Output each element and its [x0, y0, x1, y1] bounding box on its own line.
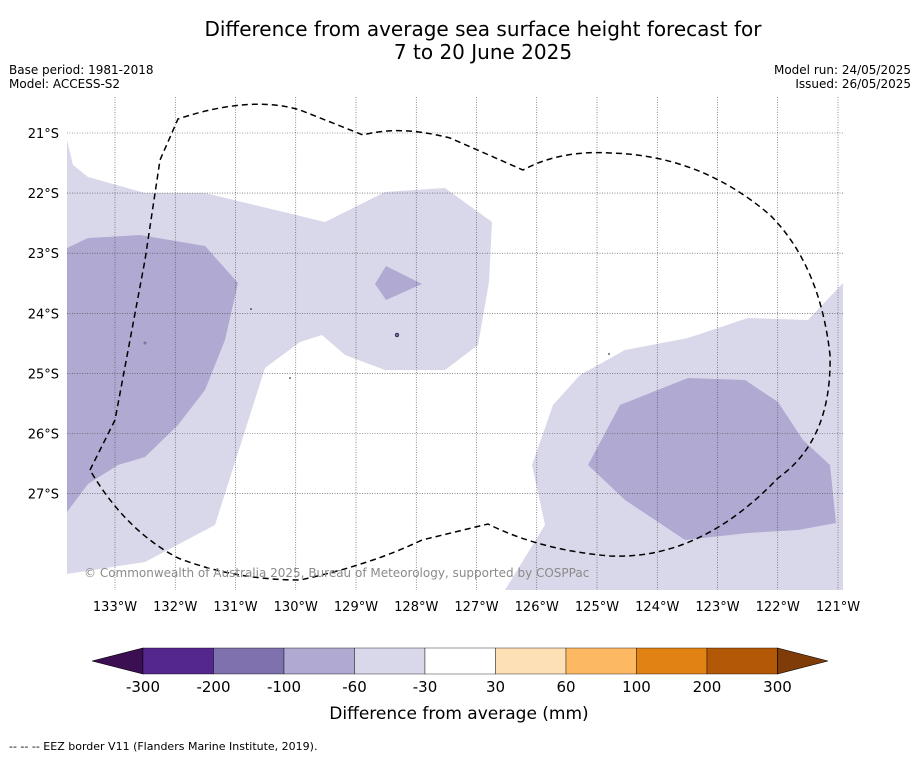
base-period: Base period: 1981-2018	[9, 63, 154, 77]
chart-title: Difference from average sea surface heig…	[0, 18, 919, 64]
longitude-labels: 133°W 132°W 131°W 130°W 129°W 128°W 127°W 126°W…	[93, 600, 860, 615]
lat-tick-label: 26°S	[28, 428, 59, 443]
lat-tick-label: 24°S	[28, 307, 59, 322]
colorbar-tick-label: -30	[413, 678, 438, 696]
colorbar-extend-high	[777, 647, 829, 675]
map-plot-area: © Commonwealth of Australia 2025, Bureau…	[67, 97, 843, 590]
model-name: Model: ACCESS-S2	[9, 77, 121, 91]
speck	[394, 332, 400, 338]
speck	[143, 341, 147, 345]
title-line-2: 7 to 20 June 2025	[393, 40, 573, 64]
colorbar-bin	[565, 647, 637, 675]
colorbar-bin	[283, 647, 355, 675]
colorbar-bin	[706, 647, 778, 675]
lat-tick-label: 22°S	[28, 187, 59, 202]
copyright-text: © Commonwealth of Australia 2025, Bureau…	[84, 566, 589, 580]
lon-tick-label: 131°W	[213, 600, 257, 615]
eez-border	[89, 103, 831, 581]
speck	[608, 353, 610, 355]
lat-tick-label: 25°S	[28, 367, 59, 382]
lon-tick-label: 132°W	[153, 600, 197, 615]
colorbar-extend-low	[91, 647, 144, 675]
colorbar-tick-label: 100	[622, 678, 651, 696]
gridlines	[67, 97, 843, 590]
lon-tick-label: 121°W	[816, 600, 860, 615]
colorbar-tick-label: 60	[556, 678, 575, 696]
meta-right: Model run: 24/05/2025 Issued: 26/05/2025	[774, 63, 911, 91]
eez-footnote: -- -- -- EEZ border V11 (Flanders Marine…	[9, 740, 318, 753]
model-run: Model run: 24/05/2025	[773, 63, 911, 77]
lat-tick-label: 21°S	[28, 127, 59, 142]
colorbar-bin	[213, 647, 285, 675]
anomaly-region-patch-medium	[375, 266, 422, 300]
colorbar: -300 -200 -100 -60 -30 30 60 100 200 300	[91, 647, 829, 696]
lon-tick-label: 126°W	[515, 600, 559, 615]
lon-tick-label: 128°W	[394, 600, 438, 615]
title-line-1: Difference from average sea surface heig…	[204, 17, 762, 41]
lon-tick-label: 133°W	[93, 600, 137, 615]
lon-tick-label: 124°W	[635, 600, 679, 615]
meta-left: Base period: 1981-2018 Model: ACCESS-S2	[9, 63, 154, 91]
lon-tick-label: 123°W	[695, 600, 739, 615]
colorbar-tick-label: 200	[693, 678, 722, 696]
colorbar-tick-label: -60	[342, 678, 367, 696]
latitude-labels: 21°S 22°S 23°S 24°S 25°S 26°S 27°S	[28, 127, 59, 503]
lon-tick-label: 122°W	[756, 600, 800, 615]
map-figure: © Commonwealth of Australia 2025, Bureau…	[28, 97, 860, 724]
lon-tick-label: 125°W	[575, 600, 619, 615]
lon-tick-label: 130°W	[274, 600, 318, 615]
speck	[250, 308, 252, 310]
colorbar-bin	[354, 647, 426, 675]
colorbar-bin	[142, 647, 214, 675]
lon-tick-label: 127°W	[454, 600, 498, 615]
colorbar-tick-label: -300	[126, 678, 160, 696]
anomaly-region-east-medium	[588, 378, 836, 540]
colorbar-tick-label: 300	[763, 678, 792, 696]
lon-tick-label: 129°W	[334, 600, 378, 615]
lat-tick-label: 27°S	[28, 488, 59, 503]
colorbar-bin	[636, 647, 708, 675]
lat-tick-label: 23°S	[28, 247, 59, 262]
colorbar-tick-label: -200	[196, 678, 230, 696]
colorbar-title: Difference from average (mm)	[329, 704, 588, 724]
colorbar-bin	[424, 647, 496, 675]
issued-date: Issued: 26/05/2025	[795, 77, 911, 91]
colorbar-tick-label: 30	[486, 678, 505, 696]
colorbar-tick-label: -100	[267, 678, 301, 696]
colorbar-bin	[495, 647, 567, 675]
speck	[289, 377, 291, 379]
